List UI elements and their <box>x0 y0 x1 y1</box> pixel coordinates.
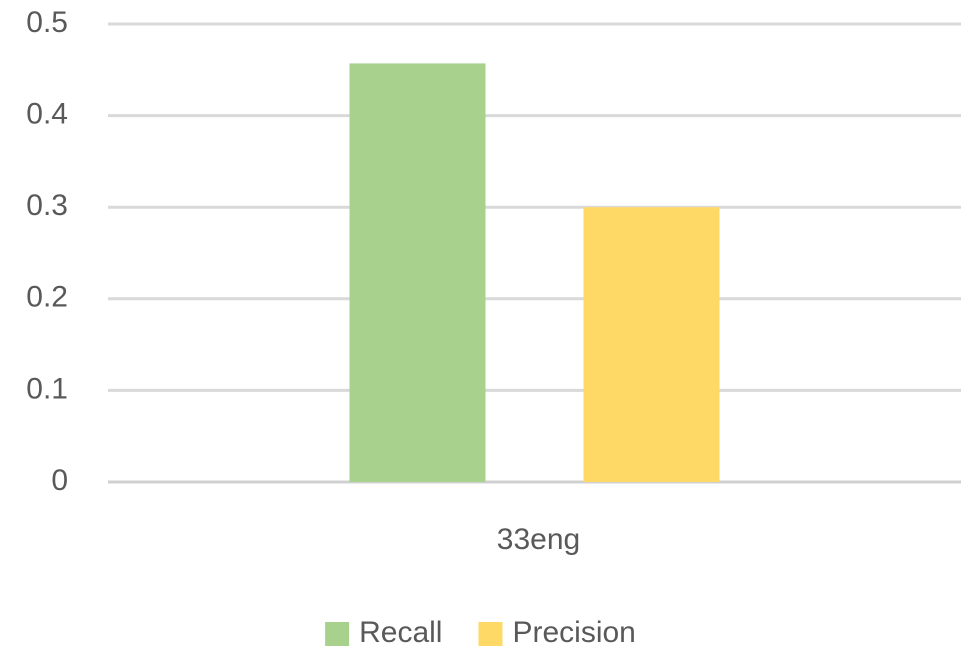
y-tick-label: 0 <box>51 464 68 497</box>
legend-swatch <box>325 622 350 646</box>
bar <box>349 63 486 482</box>
bar <box>583 207 720 482</box>
y-tick-label: 0.4 <box>26 98 68 131</box>
x-tick-label: 33eng <box>497 523 580 556</box>
y-tick-label: 0.1 <box>26 372 68 405</box>
y-tick-label: 0.3 <box>26 189 68 222</box>
legend-label: Recall <box>359 616 442 649</box>
legend-swatch <box>478 622 503 646</box>
y-tick-label: 0.5 <box>26 6 68 39</box>
y-tick-label: 0.2 <box>26 281 68 314</box>
legend-label: Precision <box>512 616 635 649</box>
